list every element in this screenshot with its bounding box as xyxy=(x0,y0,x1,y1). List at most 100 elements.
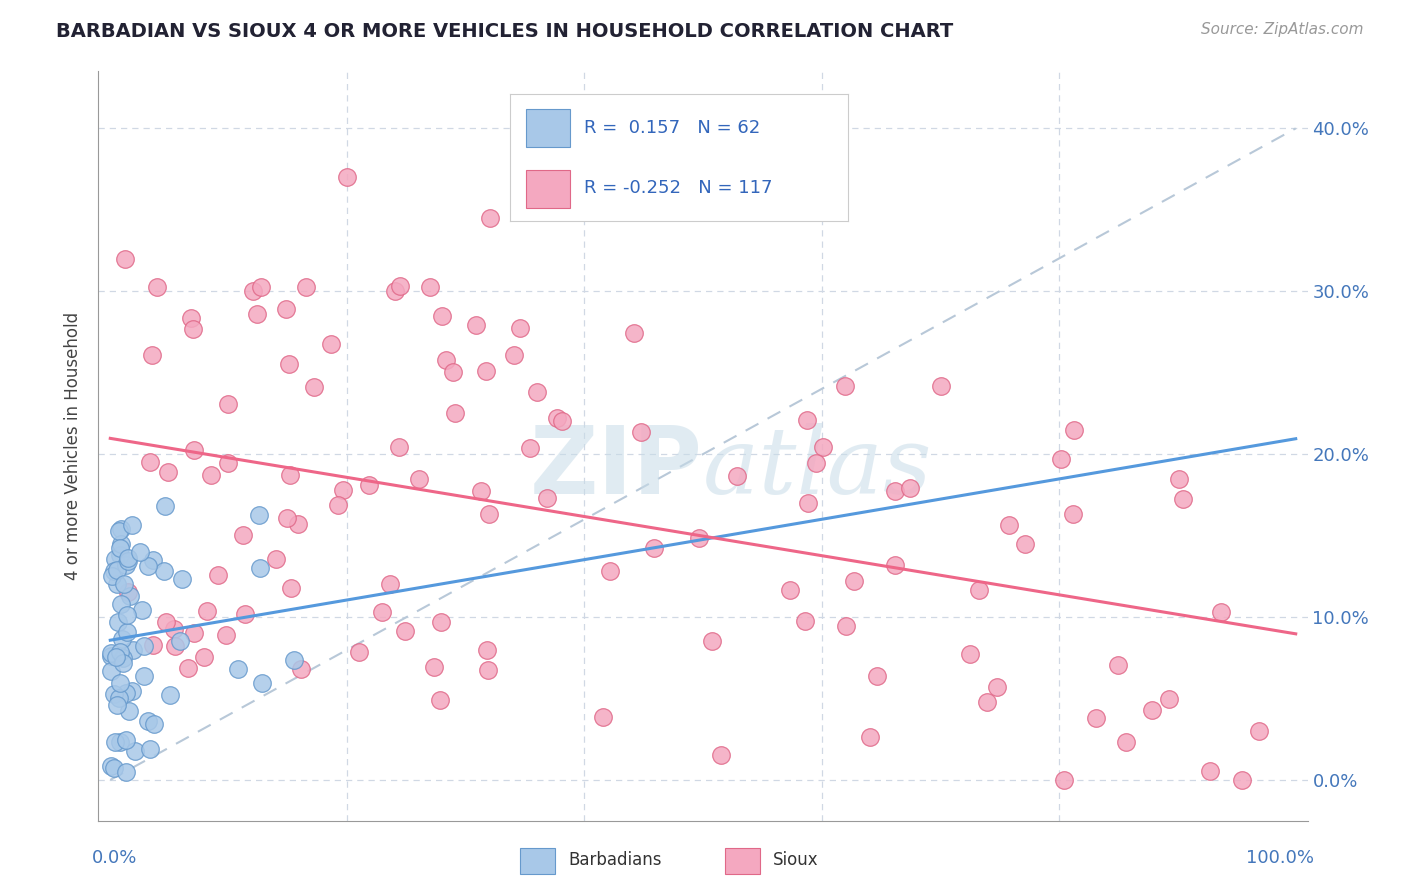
Point xyxy=(384,285,406,299)
Point xyxy=(115,625,138,640)
Point xyxy=(100,665,122,679)
Point xyxy=(474,364,496,378)
Point xyxy=(139,742,162,756)
Point xyxy=(242,285,264,299)
Point xyxy=(264,551,287,566)
Point xyxy=(101,569,124,583)
Point xyxy=(134,639,156,653)
Point xyxy=(226,662,249,676)
Point xyxy=(108,645,131,659)
Point xyxy=(193,649,215,664)
Point xyxy=(478,211,501,225)
Point xyxy=(349,645,371,659)
Point xyxy=(110,522,132,536)
Point xyxy=(430,615,453,630)
Point xyxy=(100,646,122,660)
Point xyxy=(503,348,526,362)
Point xyxy=(1199,764,1222,778)
Point xyxy=(104,551,127,566)
Point xyxy=(117,585,139,599)
Point xyxy=(103,761,125,775)
Point xyxy=(217,397,239,411)
Point xyxy=(108,524,131,539)
Point xyxy=(793,614,815,628)
Point xyxy=(115,733,138,747)
Point xyxy=(441,365,464,379)
Point xyxy=(181,322,204,336)
Point xyxy=(100,649,122,664)
Point xyxy=(108,541,131,555)
Point xyxy=(371,605,394,619)
Point xyxy=(295,279,318,293)
Point xyxy=(688,531,710,545)
Point xyxy=(142,716,165,731)
Point xyxy=(163,639,186,653)
Point xyxy=(138,455,160,469)
Point xyxy=(124,744,146,758)
Point xyxy=(1171,491,1194,506)
Point xyxy=(1115,735,1137,749)
Point xyxy=(290,662,312,676)
Point xyxy=(1230,772,1253,787)
Point xyxy=(444,406,467,420)
Point xyxy=(136,559,159,574)
Point xyxy=(117,554,139,568)
Point xyxy=(232,527,254,541)
Point xyxy=(142,553,165,567)
Point xyxy=(475,642,498,657)
Point xyxy=(898,481,921,495)
Point xyxy=(114,252,136,266)
Point xyxy=(866,669,889,683)
Point xyxy=(884,558,907,573)
Point xyxy=(103,564,125,578)
Point xyxy=(278,357,301,371)
Point xyxy=(710,747,733,762)
Point xyxy=(153,499,176,513)
Point xyxy=(156,465,179,479)
Point xyxy=(359,478,381,492)
Point xyxy=(336,170,359,185)
Point xyxy=(976,694,998,708)
Point xyxy=(464,318,486,332)
Point xyxy=(796,413,818,427)
Point xyxy=(1159,691,1181,706)
Point xyxy=(141,348,163,362)
Point xyxy=(274,301,297,316)
Point xyxy=(477,663,499,677)
Point xyxy=(796,496,818,510)
Point xyxy=(250,279,273,293)
Point xyxy=(110,597,132,611)
Point xyxy=(423,660,446,674)
Point xyxy=(1062,507,1084,521)
Point xyxy=(509,321,531,335)
Point xyxy=(142,638,165,652)
Point xyxy=(470,483,492,498)
Point xyxy=(842,574,865,588)
Point xyxy=(200,468,222,483)
Point xyxy=(804,456,827,470)
Point xyxy=(967,583,990,598)
Point xyxy=(929,379,952,393)
Point xyxy=(599,564,621,578)
Point xyxy=(159,689,181,703)
Point xyxy=(207,567,229,582)
Point xyxy=(153,564,176,578)
Point xyxy=(146,280,169,294)
Point xyxy=(155,615,177,629)
Point xyxy=(104,735,127,749)
Point xyxy=(115,607,138,622)
Point xyxy=(162,622,184,636)
Point xyxy=(100,758,122,772)
Point xyxy=(378,576,401,591)
Point xyxy=(630,425,652,439)
Point xyxy=(105,698,128,712)
Point xyxy=(302,380,325,394)
Point xyxy=(1052,772,1074,787)
Point xyxy=(121,518,143,533)
Point xyxy=(834,379,856,393)
Point xyxy=(115,686,138,700)
Point xyxy=(546,410,568,425)
Point xyxy=(779,583,801,598)
Point xyxy=(1247,723,1270,738)
Text: atlas: atlas xyxy=(703,424,932,514)
